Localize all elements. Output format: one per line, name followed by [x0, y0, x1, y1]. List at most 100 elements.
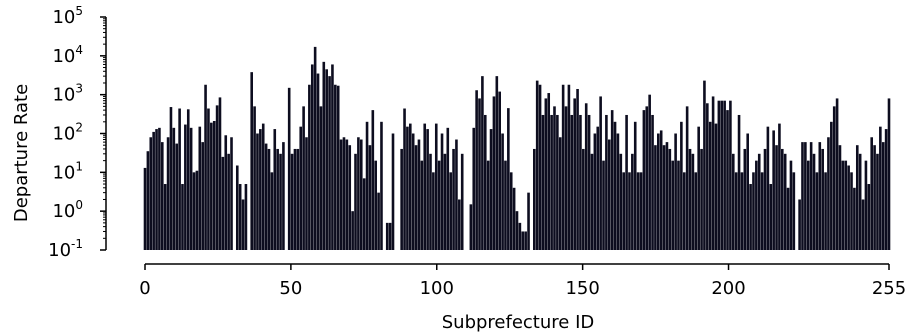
- bar: [449, 172, 452, 250]
- x-tick-label: 100: [420, 278, 454, 299]
- bar: [579, 114, 582, 250]
- y-tick-label: 104: [52, 43, 83, 67]
- bar: [498, 91, 501, 250]
- bar: [775, 145, 778, 250]
- bar: [169, 107, 173, 250]
- bar: [700, 148, 703, 250]
- bar: [680, 121, 683, 250]
- bar: [694, 172, 698, 250]
- bar: [570, 114, 574, 250]
- bar: [853, 187, 856, 250]
- bar: [336, 85, 340, 250]
- bar: [619, 153, 623, 250]
- bar: [440, 133, 444, 250]
- bar: [359, 139, 363, 250]
- bar: [752, 172, 755, 250]
- bar: [264, 143, 268, 250]
- bar: [483, 114, 487, 250]
- bar: [858, 153, 862, 250]
- bar: [550, 114, 553, 250]
- bar: [351, 211, 354, 250]
- bar: [256, 133, 259, 250]
- y-tick-label: 101: [52, 159, 83, 183]
- y-tick-label: 10-1: [48, 237, 83, 261]
- y-axis: 10-1 100 101 102 103 104 105: [48, 4, 107, 261]
- bar: [847, 165, 850, 250]
- bar: [887, 98, 891, 251]
- bar: [504, 160, 507, 250]
- bar: [677, 160, 680, 250]
- bar: [432, 172, 435, 250]
- bar: [305, 137, 308, 250]
- y-tick-label: 100: [52, 198, 83, 222]
- bar: [855, 145, 859, 250]
- bar: [815, 172, 819, 250]
- bar: [657, 133, 660, 250]
- bar: [622, 172, 625, 250]
- bar: [786, 187, 790, 250]
- bar: [830, 121, 833, 250]
- bar: [374, 160, 377, 250]
- bar: [515, 211, 519, 250]
- bar: [812, 153, 816, 250]
- bar: [876, 153, 879, 250]
- bar: [596, 126, 600, 250]
- bar: [685, 106, 689, 250]
- bar: [524, 231, 527, 250]
- bar: [553, 106, 556, 250]
- bar: [334, 84, 337, 250]
- bar: [293, 148, 297, 250]
- bar: [590, 153, 594, 250]
- bar: [801, 142, 804, 250]
- bar: [388, 222, 392, 250]
- bar: [345, 139, 349, 250]
- bar: [648, 94, 651, 250]
- bar: [884, 129, 888, 250]
- bar: [316, 73, 320, 250]
- bar: [328, 76, 331, 250]
- bar: [518, 222, 522, 250]
- bar: [533, 148, 536, 250]
- bar: [377, 192, 380, 250]
- bar: [161, 142, 164, 250]
- bar: [155, 129, 158, 250]
- bar: [809, 142, 813, 250]
- bar: [873, 145, 876, 250]
- bar: [492, 96, 496, 250]
- bar: [250, 72, 253, 251]
- bar: [357, 137, 360, 250]
- bar: [651, 114, 654, 250]
- bar: [486, 160, 490, 250]
- bar: [325, 69, 328, 250]
- bar: [443, 153, 447, 250]
- bar: [481, 76, 484, 250]
- bar: [755, 160, 758, 250]
- bar: [645, 106, 649, 250]
- bar: [224, 135, 228, 250]
- bar: [838, 145, 842, 250]
- bar: [270, 172, 274, 250]
- bar: [420, 160, 424, 250]
- bar: [746, 133, 749, 250]
- bars-group: [143, 46, 891, 251]
- bar: [380, 121, 383, 250]
- bar: [409, 123, 412, 250]
- bar: [437, 160, 441, 250]
- bar: [186, 109, 190, 250]
- bar: [273, 129, 277, 250]
- bar: [195, 170, 199, 250]
- bar: [867, 184, 871, 250]
- bar: [806, 160, 810, 250]
- bar: [734, 172, 738, 250]
- bar: [544, 98, 548, 251]
- bar: [783, 153, 787, 250]
- bar: [227, 153, 230, 250]
- bar: [175, 143, 179, 250]
- x-axis: 0 50 100 150 200 255: [139, 263, 906, 299]
- bar: [348, 145, 352, 250]
- bar: [564, 106, 568, 250]
- bar: [616, 133, 620, 250]
- bar: [475, 90, 478, 251]
- bar: [455, 139, 458, 250]
